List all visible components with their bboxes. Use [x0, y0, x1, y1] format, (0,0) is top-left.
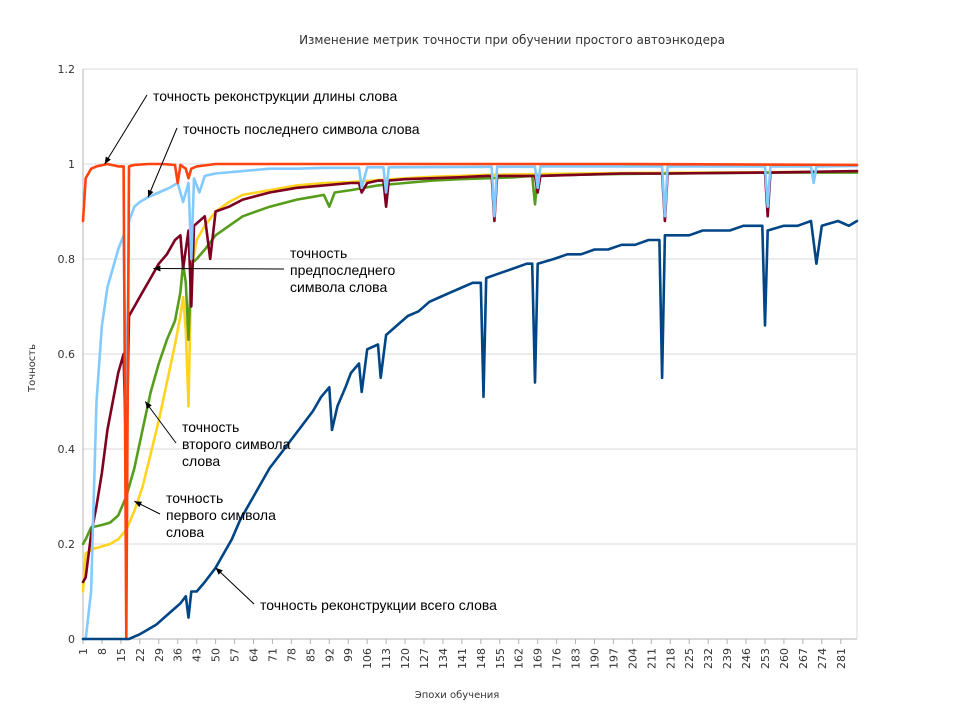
y-tick-label: 0.2	[58, 538, 76, 551]
annotation: точность реконструкции длины слова	[104, 88, 397, 165]
annotation-text: второго символа	[182, 436, 291, 452]
series-line-6	[81, 219, 859, 641]
annotation-text: точность	[290, 245, 347, 261]
x-tick-label: 71	[266, 648, 279, 662]
x-tick-label: 281	[835, 648, 848, 669]
annotation-arrow	[153, 268, 285, 270]
x-tick-label: 127	[418, 648, 431, 669]
x-tick-label: 260	[778, 648, 791, 669]
x-tick-label: 1	[77, 648, 90, 655]
annotation-text: точность реконструкции всего слова	[260, 597, 497, 613]
x-tick-label: 232	[702, 648, 715, 669]
x-tick-label: 15	[115, 648, 128, 662]
x-tick-label: 113	[380, 648, 393, 669]
annotation-arrow	[147, 127, 178, 198]
x-axis-ticks: 1 8 15 22 29 36 43 50 57 64 71 78 85 92 99 106 113 120 127…	[77, 639, 848, 669]
annotation-arrow	[215, 567, 255, 605]
x-tick-label: 134	[437, 648, 450, 669]
x-tick-label: 155	[494, 648, 507, 669]
x-tick-label: 22	[134, 648, 147, 662]
y-tick-label: 0.4	[58, 443, 76, 456]
x-tick-label: 36	[172, 648, 185, 662]
y-axis-ticks: 0 0.2 0.4 0.6 0.8 1 1.2	[58, 63, 76, 646]
x-tick-label: 190	[588, 648, 601, 669]
y-axis-label: Точность	[27, 344, 38, 393]
annotations: точность реконструкции длины слова точнос…	[104, 88, 497, 613]
x-tick-label: 148	[475, 648, 488, 669]
y-tick-label: 0.6	[58, 348, 76, 361]
annotation-arrowhead	[134, 501, 142, 508]
x-tick-label: 225	[683, 648, 696, 669]
x-tick-label: 162	[513, 648, 526, 669]
x-tick-label: 197	[607, 648, 620, 669]
annotation: точность последнего символа слова	[147, 121, 420, 198]
x-tick-label: 106	[361, 648, 374, 669]
x-tick-label: 204	[626, 648, 639, 669]
x-tick-label: 8	[96, 648, 109, 655]
x-tick-label: 169	[532, 648, 545, 669]
annotation-text: первого символа	[166, 507, 276, 523]
x-tick-label: 246	[740, 648, 753, 669]
annotation-arrowhead	[145, 401, 152, 409]
x-tick-label: 78	[285, 648, 298, 662]
x-tick-label: 85	[304, 648, 317, 662]
x-tick-label: 267	[797, 648, 810, 669]
x-tick-label: 29	[153, 648, 166, 662]
x-tick-label: 43	[191, 648, 204, 662]
x-tick-label: 211	[645, 648, 658, 669]
annotation-text: точность реконструкции длины слова	[153, 88, 397, 104]
x-tick-label: 183	[570, 648, 583, 669]
x-tick-label: 64	[247, 648, 260, 662]
annotation-arrowhead	[104, 156, 111, 164]
annotation-arrow	[144, 401, 177, 444]
x-tick-label: 176	[551, 648, 564, 669]
y-tick-label: 1.2	[58, 63, 76, 76]
annotation-text: символа слова	[290, 279, 387, 295]
x-tick-label: 50	[210, 648, 223, 662]
x-tick-label: 274	[816, 648, 829, 669]
chart-title: Изменение метрик точности при обучении п…	[299, 33, 725, 47]
annotation-text: точность последнего символа слова	[183, 121, 420, 137]
x-tick-label: 99	[342, 648, 355, 662]
series-lines	[81, 162, 859, 641]
annotation-text: слова	[166, 524, 204, 540]
grid	[82, 68, 858, 640]
x-tick-label: 141	[456, 648, 469, 669]
annotation-arrowhead	[147, 189, 154, 198]
annotation-arrowhead	[215, 567, 223, 575]
y-tick-label: 1	[68, 158, 75, 171]
y-tick-label: 0.8	[58, 253, 76, 266]
y-tick-label: 0	[68, 633, 75, 646]
series-line-2	[81, 171, 859, 546]
annotation-text: предпоследнего	[290, 262, 396, 278]
annotation-arrowhead	[153, 265, 161, 272]
x-axis-label: Эпохи обучения	[415, 690, 500, 701]
x-tick-label: 239	[721, 648, 734, 669]
x-tick-label: 57	[229, 648, 242, 662]
annotation-arrow	[104, 94, 148, 165]
annotation-text: точность	[166, 490, 223, 506]
annotation-text: слова	[182, 453, 220, 469]
x-tick-label: 92	[323, 648, 336, 662]
annotation-text: точность	[182, 419, 239, 435]
x-tick-label: 253	[759, 648, 772, 669]
x-tick-label: 120	[399, 648, 412, 669]
x-tick-label: 218	[664, 648, 677, 669]
annotation: точность реконструкции всего слова	[215, 567, 497, 613]
